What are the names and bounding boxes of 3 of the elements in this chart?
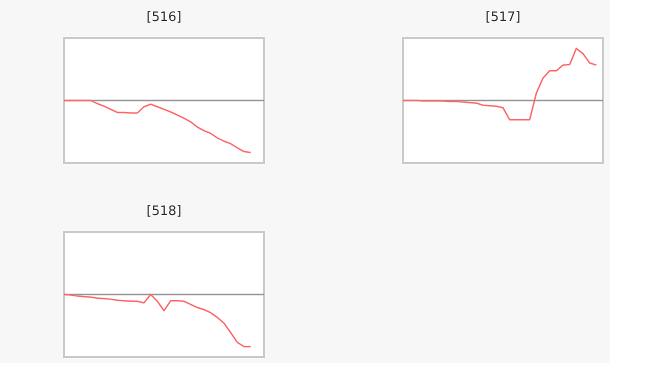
chart-title: [516] bbox=[146, 10, 182, 25]
chart-title: [518] bbox=[146, 204, 182, 219]
chart-title: [517] bbox=[486, 10, 520, 25]
